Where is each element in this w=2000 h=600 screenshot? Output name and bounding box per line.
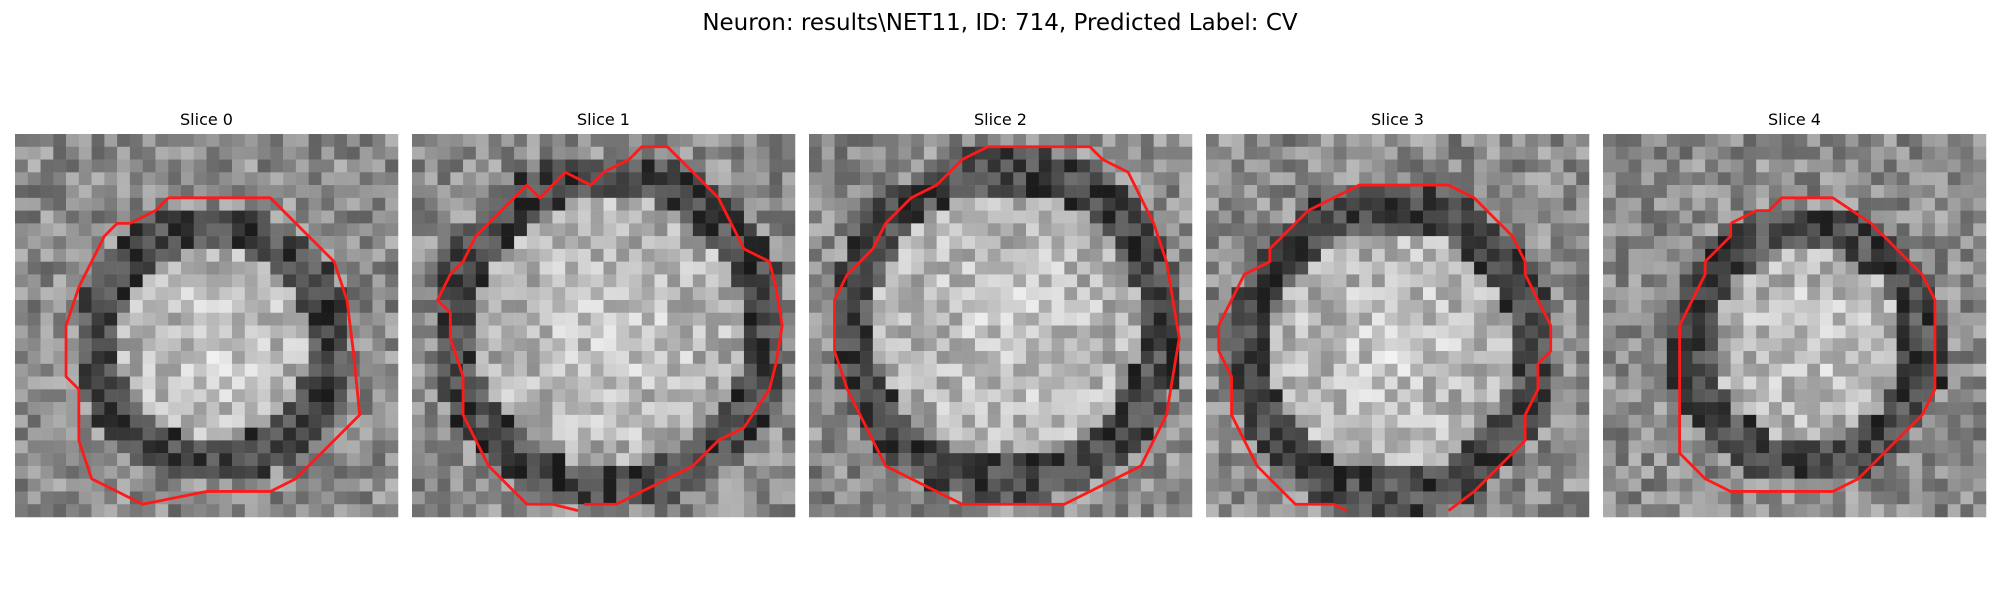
slice-panel-2: Slice 2 [809, 108, 1193, 525]
slice-panel-1: Slice 1 [412, 108, 796, 525]
segmentation-contour [833, 145, 1181, 506]
segmentation-contour [436, 145, 784, 512]
microscopy-pixels [1603, 134, 1987, 518]
segmentation-contour [64, 196, 362, 506]
figure-title: Neuron: results\NET11, ID: 714, Predicte… [702, 10, 1298, 36]
microscopy-pixels [412, 134, 796, 518]
slice-image-2 [809, 134, 1193, 518]
slice-title-3: Slice 3 [1371, 110, 1424, 129]
microscopy-pixels [1206, 134, 1590, 518]
slice-title-0: Slice 0 [180, 110, 233, 129]
slice-image-4 [1603, 134, 1987, 518]
microscopy-pixels [15, 134, 399, 518]
slice-image-0 [15, 134, 399, 518]
slice-panel-4: Slice 4 [1603, 108, 1987, 525]
slice-title-4: Slice 4 [1768, 110, 1821, 129]
microscopy-pixels [809, 134, 1193, 518]
segmentation-contour [1217, 183, 1553, 512]
slice-image-1 [412, 134, 796, 518]
slice-panel-3: Slice 3 [1206, 108, 1590, 525]
slice-title-1: Slice 1 [577, 110, 630, 129]
slice-image-3 [1206, 134, 1590, 518]
segmentation-contour [1678, 196, 1937, 493]
slice-panel-0: Slice 0 [15, 108, 399, 525]
slice-title-2: Slice 2 [974, 110, 1027, 129]
